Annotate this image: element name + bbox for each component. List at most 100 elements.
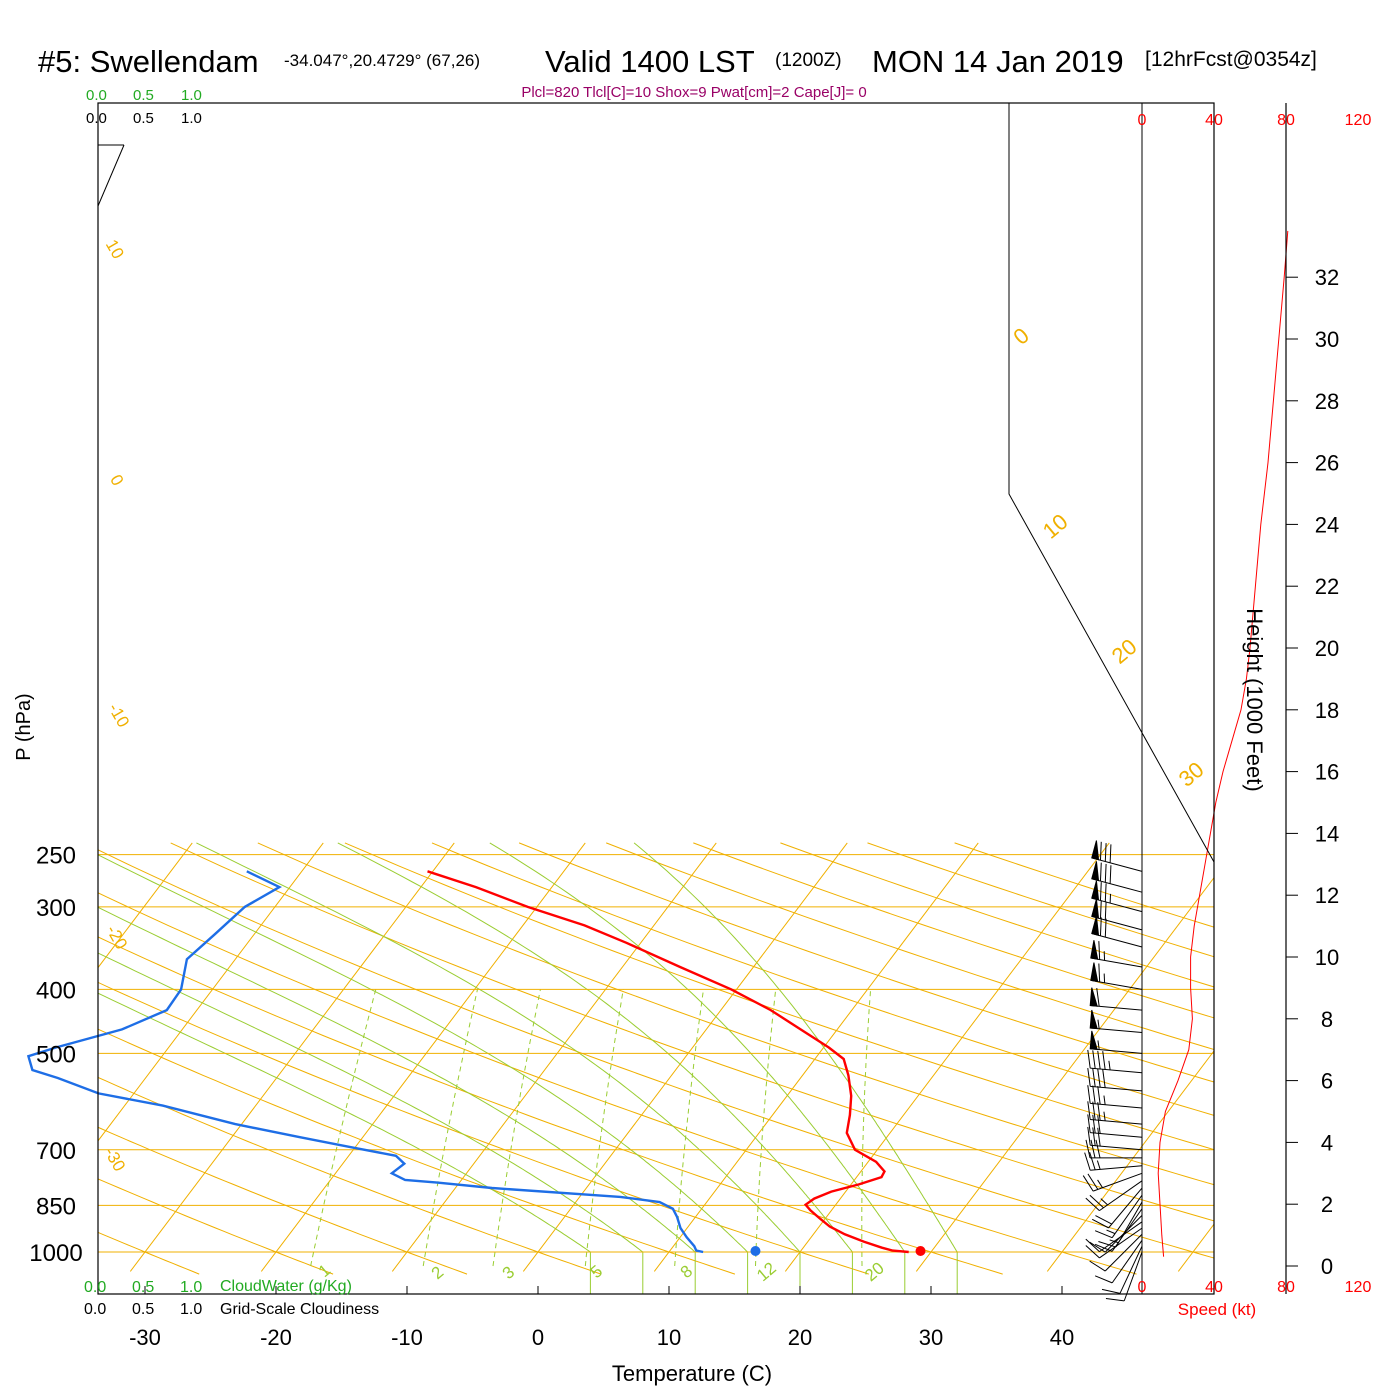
isotherm-line <box>522 842 848 1272</box>
cloudiness-tick-bottom: 0.5 <box>132 1301 154 1318</box>
wind-barb <box>1090 940 1143 968</box>
wind-barb-feather <box>1092 1114 1096 1134</box>
wind-barb-feather <box>1104 883 1107 902</box>
wind-barb-staff <box>1091 915 1143 931</box>
wind-barb-feather <box>1097 1127 1101 1147</box>
wind-barb <box>1087 1101 1143 1125</box>
cloudiness-tick-top: 1.0 <box>181 110 202 127</box>
height-tick-label: 2 <box>1321 1192 1333 1217</box>
wind-barb-staff <box>1090 1132 1143 1138</box>
cloud-scale-bottom: 0.0 0.5 1.0 CloudWater (g/Kg) 0.0 0.5 1.… <box>84 1278 379 1318</box>
speed-tick-bottom: 80 <box>1277 1279 1295 1296</box>
isotherm-line <box>260 842 586 1272</box>
x-tick-label: 0 <box>532 1325 544 1350</box>
wind-barb-half-feather <box>1103 1095 1106 1105</box>
utc-time: (1200Z) <box>775 50 842 71</box>
wind-barb-feather <box>1092 1085 1096 1104</box>
speed-tick-bottom: 0 <box>1138 1279 1147 1296</box>
dry-adiabat-label: -10 <box>104 700 133 731</box>
wind-barb-feather <box>1085 1139 1091 1158</box>
wind-barb-feather <box>1089 1260 1106 1272</box>
wind-barb <box>1091 861 1143 893</box>
cloud-water-tick-bottom: 0.0 <box>84 1279 106 1296</box>
x-tick-label: 40 <box>1050 1325 1074 1350</box>
y-axis-title: P (hPa) <box>13 693 35 760</box>
dewpoint-line <box>26 870 704 1254</box>
cloud-water-tick-bottom: 1.0 <box>180 1279 202 1296</box>
isotherm-line <box>391 842 717 1272</box>
wind-barb-feather <box>1084 1152 1091 1171</box>
moist-adiabat <box>98 842 749 1294</box>
wind-barb-feather <box>1097 1050 1101 1070</box>
wind-barb-half-feather <box>1108 1060 1111 1070</box>
cloud-water-tick-top: 1.0 <box>181 87 202 104</box>
dry-adiabat <box>98 842 1214 1275</box>
forecast-info: [12hrFcst@0354z] <box>1145 48 1317 71</box>
valid-date: MON 14 Jan 2019 <box>872 44 1124 79</box>
wind-barb-feather <box>1087 1173 1099 1190</box>
chart-header: #5: Swellendam -34.047°,20.4729° (67,26)… <box>38 44 1317 101</box>
wind-barb <box>1091 1187 1143 1229</box>
wind-barb-staff <box>1104 1233 1143 1272</box>
dry-adiabat-label: 0 <box>106 471 127 489</box>
wind-barb-half-feather <box>1103 1111 1106 1121</box>
wind-barb-feather <box>1094 1243 1113 1252</box>
wind-barb-feather <box>1094 1230 1113 1239</box>
wind-barb <box>1089 987 1143 1011</box>
moist-adiabat <box>196 842 801 1294</box>
wind-barb-staff <box>1123 1251 1143 1302</box>
speed-scale-top: 0 40 80 120 <box>1138 112 1372 129</box>
height-tick-label: 20 <box>1315 636 1339 661</box>
height-tick-label: 0 <box>1321 1254 1333 1279</box>
wind-barb-feather <box>1082 1175 1094 1192</box>
wind-barb-half-feather <box>1097 1040 1100 1050</box>
x-tick-label: 20 <box>788 1325 812 1350</box>
wind-barb-flag <box>1089 1009 1098 1030</box>
wind-barb-flag <box>1091 898 1100 919</box>
speed-tick-top: 120 <box>1345 112 1372 129</box>
plot-frame <box>97 102 1215 1295</box>
wind-barb-feather <box>1092 1101 1096 1121</box>
dry-adiabat <box>98 842 1003 1275</box>
dry-adiabat <box>518 842 1214 1275</box>
p-tick-label: 500 <box>36 1041 76 1068</box>
mixing-ratio-label: 3 <box>499 1262 518 1283</box>
wind-barb-feather <box>1087 1085 1091 1104</box>
dry-adiabat <box>693 842 1214 1275</box>
wind-barb <box>1091 840 1143 872</box>
wind-barb <box>1085 1227 1143 1259</box>
mixing-ratio-label: 5 <box>587 1261 606 1282</box>
x-axis-title: Temperature (C) <box>612 1361 772 1386</box>
wind-barb-staff <box>1090 1165 1143 1171</box>
wind-barb-feather <box>1089 1152 1096 1170</box>
background-grid <box>98 842 1214 1294</box>
wind-barb <box>1091 880 1143 913</box>
wind-barb-flag <box>1091 840 1100 861</box>
wind-barb-feather <box>1087 1126 1091 1146</box>
isotherm-line <box>129 842 455 1272</box>
isotherm-line <box>1046 842 1214 1272</box>
wind-barb-feather <box>1087 1101 1091 1120</box>
wind-barb-staff <box>1090 1005 1143 1011</box>
wind-speed-line <box>1157 230 1289 1257</box>
wind-barb-flag <box>1090 962 1099 983</box>
surface-dewpoint-marker <box>750 1246 761 1256</box>
station-title: #5: Swellendam <box>38 44 259 79</box>
wind-barb <box>1087 1049 1143 1074</box>
adiabat-right-label: 0 <box>1008 323 1033 350</box>
height-tick-label: 30 <box>1315 327 1339 352</box>
wind-barb <box>1084 1152 1143 1171</box>
cloud-water-tick-bottom: 0.5 <box>132 1279 154 1296</box>
mixing-ratio-label: 8 <box>677 1261 696 1282</box>
temperature-line <box>427 870 909 1254</box>
dry-adiabat <box>98 842 869 1275</box>
wind-barb-half-feather <box>1100 1198 1108 1206</box>
mixing-ratio-line <box>584 989 624 1267</box>
height-tick-label: 8 <box>1321 1007 1333 1032</box>
wind-barb-feather <box>1099 917 1102 936</box>
wind-barb-feather <box>1109 844 1112 863</box>
wind-barb-feather <box>1087 1114 1091 1133</box>
wind-barb-flag <box>1089 987 1098 1007</box>
wind-barb <box>1089 1009 1143 1034</box>
